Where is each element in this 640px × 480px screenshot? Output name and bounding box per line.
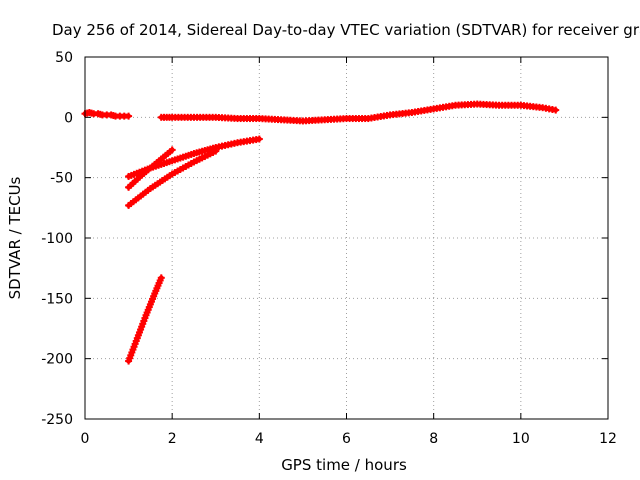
grid-lines — [85, 57, 608, 419]
y-tick-label: 50 — [55, 50, 73, 66]
y-tick-label: -150 — [41, 291, 73, 307]
chart-title: Day 256 of 2014, Sidereal Day-to-day VTE… — [52, 21, 640, 39]
x-tick-label: 2 — [168, 431, 177, 447]
series-track — [157, 100, 560, 125]
series-track — [125, 147, 220, 209]
tick-labels: 0 2 4 6 8 10 12 50 0 -50 -100 -150 -200 -250 — [41, 50, 617, 447]
y-axis-title: SDTVAR / TECUs — [6, 176, 24, 299]
y-tick-label: 0 — [64, 110, 73, 126]
x-tick-label: 12 — [599, 431, 617, 447]
data-points — [81, 100, 560, 365]
series-track — [125, 146, 176, 191]
axis-ticks — [84, 56, 609, 420]
x-tick-label: 6 — [342, 431, 351, 447]
y-tick-label: -100 — [41, 231, 73, 247]
y-tick-label: -50 — [50, 171, 73, 187]
x-tick-label: 8 — [429, 431, 438, 447]
x-axis-title: GPS time / hours — [281, 456, 407, 474]
y-tick-label: -200 — [41, 352, 73, 368]
y-tick-label: -250 — [41, 412, 73, 428]
series-track — [81, 109, 133, 120]
x-tick-label: 10 — [512, 431, 530, 447]
series-track — [125, 274, 165, 365]
x-tick-label: 4 — [255, 431, 264, 447]
x-tick-label: 0 — [81, 431, 90, 447]
